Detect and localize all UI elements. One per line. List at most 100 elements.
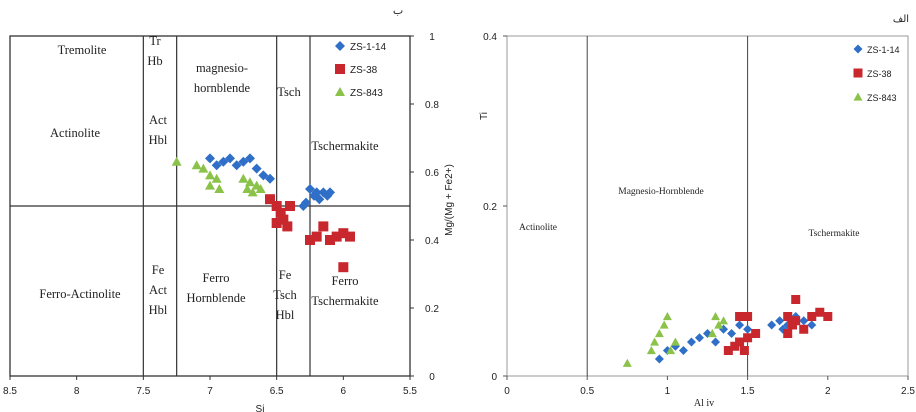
chart1-point-ZS-843 [247, 187, 258, 197]
chart2-field-label: Magnesio-Hornblende [618, 187, 703, 197]
chart2-point-ZS-1-14 [767, 320, 777, 330]
chart1-field-label: Tsch [273, 288, 297, 302]
chart1-field-label: Hbl [149, 303, 168, 317]
chart1-point-ZS-1-14 [218, 156, 229, 167]
chart2-point-ZS-38 [723, 346, 733, 355]
chart1-field-label: hornblende [194, 81, 251, 95]
chart1-x-tick-label: 6 [341, 386, 347, 397]
chart2-point-ZS-38 [799, 324, 809, 334]
chart2-x-tick-label: 1.5 [741, 386, 755, 397]
chart2-legend-marker [853, 68, 863, 78]
chart1-y-axis-label: Mg/(Mg + Fe2+) [444, 164, 455, 236]
chart2-point-ZS-38 [807, 312, 817, 321]
chart1-point-ZS-1-14 [245, 153, 255, 164]
chart1-point-ZS-38 [338, 262, 349, 273]
chart2-point-ZS-843 [622, 358, 632, 367]
chart2-point-ZS-843 [711, 312, 721, 321]
chart1-point-ZS-1-14 [251, 163, 262, 174]
chart1-x-tick-label: 6.5 [270, 386, 284, 397]
chart2-x-tick-label: 0.5 [580, 386, 594, 397]
chart1-point-ZS-38 [311, 231, 322, 242]
chart2-point-ZS-843 [670, 337, 680, 346]
chart1-field-label: magnesio- [196, 61, 248, 75]
chart2-point-ZS-1-14 [694, 333, 704, 343]
chart1-field-label: Hbl [149, 133, 168, 147]
chart1-y-tick-label: 0.4 [425, 236, 439, 247]
chart1-point-ZS-843 [242, 184, 253, 193]
chart2-y-tick-label: 0.4 [483, 32, 497, 43]
chart1-point-ZS-38 [278, 214, 289, 225]
chart2-point-ZS-843 [654, 329, 664, 338]
chart1-point-ZS-843 [211, 173, 222, 183]
chart1-point-ZS-38 [331, 231, 342, 242]
chart1-field-label: Act [149, 113, 168, 127]
chart1-point-ZS-38 [275, 207, 286, 218]
chart1-field-label: Tr [149, 34, 161, 48]
chart1-point-ZS-1-14 [298, 201, 309, 211]
chart2-point-ZS-1-14 [686, 337, 696, 347]
chart1-x-tick-label: 5.5 [403, 386, 417, 397]
chart1-field-label: Tschermakite [311, 139, 379, 153]
chart2-point-ZS-843 [659, 320, 669, 329]
chart1-legend-label: ZS-843 [350, 88, 383, 99]
chart2-point-ZS-1-14 [775, 316, 785, 326]
chart2-point-ZS-843 [714, 320, 724, 329]
chart2-legend-marker [853, 92, 863, 101]
chart1-point-ZS-843 [205, 170, 215, 180]
chart1-field-label: Tsch [277, 85, 301, 99]
chart1-legend-label: ZS-1-14 [350, 42, 387, 53]
chart2-point-ZS-1-14 [678, 346, 688, 355]
chart1-point-ZS-843 [214, 184, 225, 193]
chart1-point-ZS-38 [282, 221, 293, 232]
chart2-point-ZS-38 [751, 329, 761, 338]
chart1-field-label: Act [149, 283, 168, 297]
chart1-point-ZS-843 [198, 163, 209, 173]
chart1-point-ZS-1-14 [305, 184, 315, 194]
chart1-x-tick-label: 8.5 [3, 386, 17, 397]
chart1-point-ZS-38 [271, 218, 282, 228]
chart2-point-ZS-38 [735, 337, 745, 347]
chart1-point-ZS-38 [265, 194, 275, 205]
chart2-point-ZS-1-14 [743, 324, 753, 334]
chart1-point-ZS-843 [171, 156, 182, 166]
chart2-y-axis-label: Ti [479, 112, 490, 120]
chart1-field-label: Ferro-Actinolite [39, 287, 121, 301]
chart2-x-axis-label: Al iv [694, 398, 714, 409]
chart1-field-label: Tremolite [58, 43, 107, 57]
chart2-field-label: Tschermakite [808, 229, 859, 239]
chart1-legend-marker [335, 64, 345, 74]
chart1-point-ZS-1-14 [238, 156, 249, 167]
chart2-point-ZS-38 [823, 312, 833, 321]
chart2-point-ZS-1-14 [654, 354, 664, 364]
chart2-point-ZS-843 [646, 346, 656, 355]
chart2-point-ZS-38 [739, 346, 749, 355]
chart2-x-tick-label: 0 [504, 386, 510, 397]
chart2-x-tick-label: 2 [825, 386, 831, 397]
chart1-field-label: Fe [279, 268, 292, 282]
chart2-point-ZS-843 [650, 337, 660, 346]
chart2-point-ZS-38 [791, 295, 801, 304]
chart2-title: الف [893, 14, 909, 25]
chart2-point-ZS-1-14 [711, 337, 721, 347]
chart1-title: ب [393, 5, 403, 17]
chart2-point-ZS-1-14 [727, 329, 737, 338]
chart1-point-ZS-1-14 [325, 187, 335, 198]
chart2-point-ZS-38 [730, 341, 740, 351]
chart1-field-label: Tschermakite [311, 294, 379, 308]
chart1-point-ZS-38 [325, 235, 335, 245]
chart2-point-ZS-38 [743, 312, 753, 321]
chart1-field-label: Hb [147, 54, 162, 68]
chart1-point-ZS-843 [245, 177, 255, 187]
chart1-point-ZS-1-14 [314, 194, 325, 205]
chart1-point-ZS-1-14 [211, 160, 222, 171]
chart1-y-tick-label: 1 [429, 32, 435, 43]
chart2-point-ZS-38 [743, 333, 753, 343]
chart1-point-ZS-38 [285, 201, 295, 211]
chart1-x-axis-label: Si [256, 404, 265, 412]
chart2-point-ZS-843 [666, 346, 676, 355]
chart2-y-tick-label: 0 [491, 372, 497, 383]
chart2-point-ZS-38 [815, 307, 825, 317]
chart2-point-ZS-38 [791, 316, 801, 326]
chart1-point-ZS-843 [205, 180, 215, 190]
